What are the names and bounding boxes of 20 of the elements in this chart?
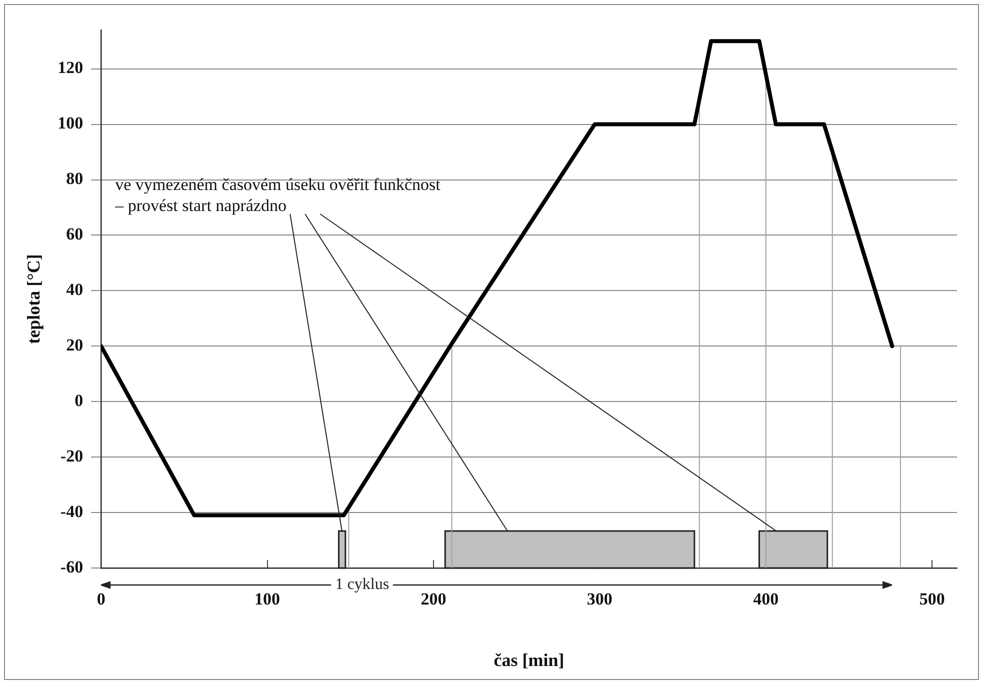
y-tick-label: 60 <box>66 224 84 244</box>
y-tick-label: -60 <box>60 557 84 576</box>
x-tick-label: 200 <box>420 590 446 609</box>
y-tick-label: 40 <box>66 280 84 300</box>
x-tick-label: 500 <box>919 590 945 609</box>
x-tick-label: 300 <box>586 590 612 609</box>
text: 1 cyklus <box>335 576 390 594</box>
annotation: ve vymezeném časovém úseku ověřit funkčnost – provést start naprázdno <box>114 175 441 215</box>
x-tick-label: 400 <box>753 590 779 609</box>
y-tick-label: 20 <box>66 336 84 355</box>
y-tick-label: -40 <box>60 502 84 521</box>
x-tick-label: 100 <box>254 590 280 609</box>
y-tick-label: 120 <box>58 58 84 78</box>
y-tick-label: 0 <box>74 391 84 410</box>
x-axis-title: čas [min] <box>494 650 564 670</box>
y-tick-label: -20 <box>60 446 84 466</box>
y-tick-label: 100 <box>58 114 84 133</box>
y-tick-label: 80 <box>66 169 84 188</box>
x-tick-label: 0 <box>96 590 106 609</box>
y-axis-title: teplota [°C] <box>23 254 44 344</box>
